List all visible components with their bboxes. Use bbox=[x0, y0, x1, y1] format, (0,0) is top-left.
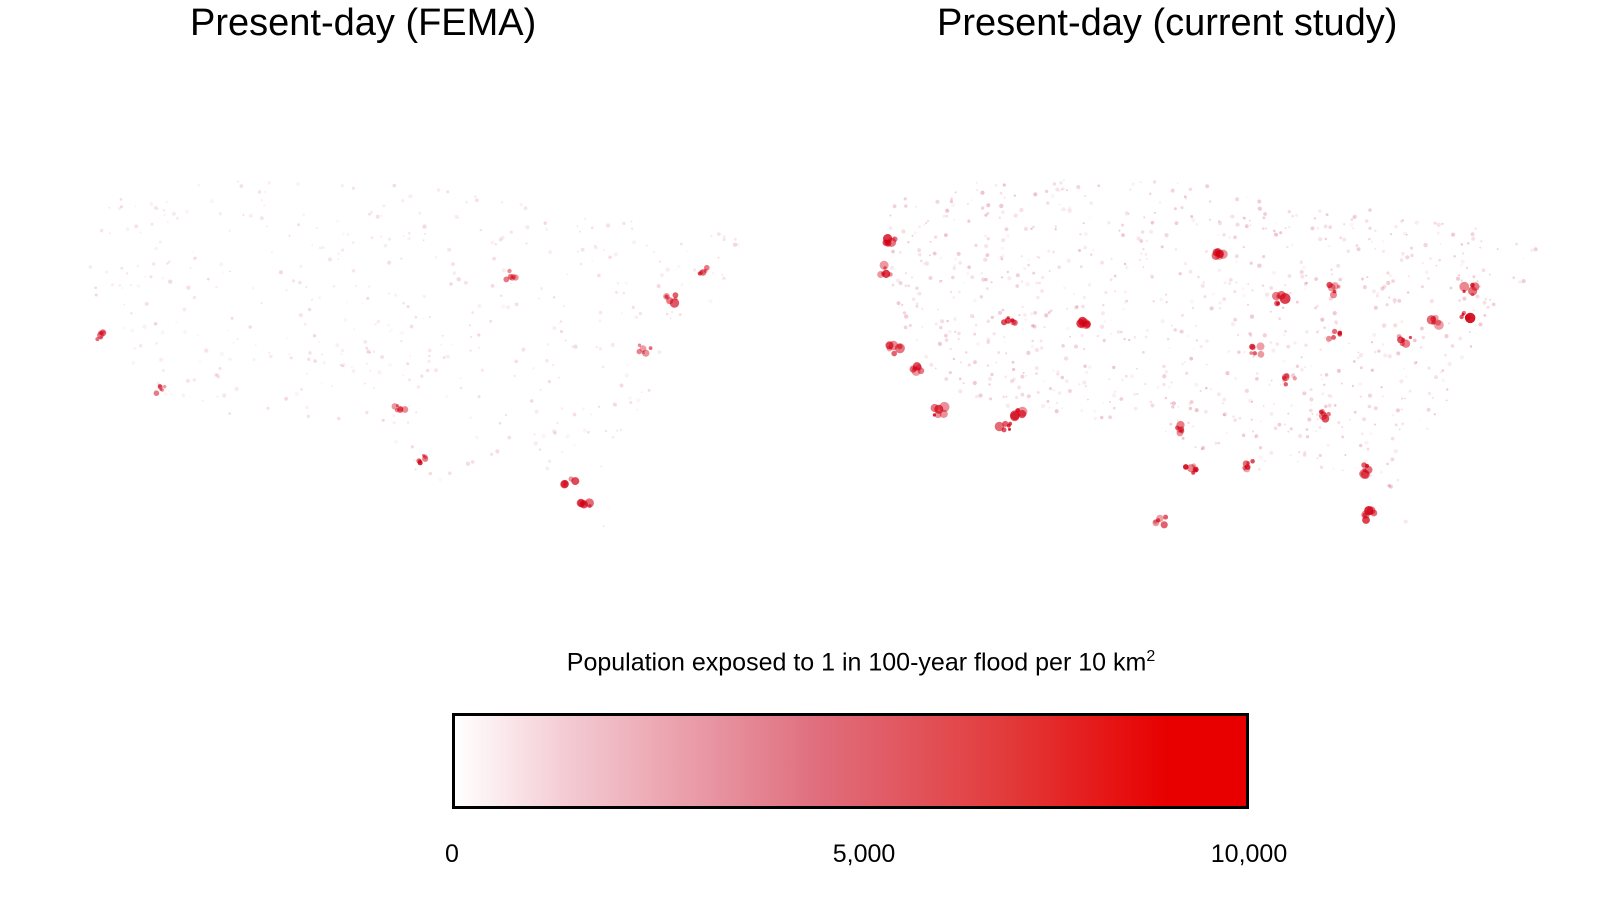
legend-title: Population exposed to 1 in 100-year floo… bbox=[0, 648, 1600, 677]
panel-title-fema: Present-day (FEMA) bbox=[190, 2, 537, 44]
legend-tick-label-mid: 5,000 bbox=[832, 840, 896, 868]
legend-tick-label-min: 0 bbox=[445, 840, 459, 868]
panel-title-current-study: Present-day (current study) bbox=[937, 2, 1398, 44]
legend-title-text: Population exposed to 1 in 100-year floo… bbox=[566, 648, 1147, 677]
legend-color-bar bbox=[452, 713, 1249, 809]
legend-tick-label-max: 10,000 bbox=[1210, 840, 1288, 868]
map-fema bbox=[88, 180, 740, 528]
legend-title-superscript: 2 bbox=[1146, 648, 1156, 665]
map-current-study bbox=[877, 179, 1538, 529]
